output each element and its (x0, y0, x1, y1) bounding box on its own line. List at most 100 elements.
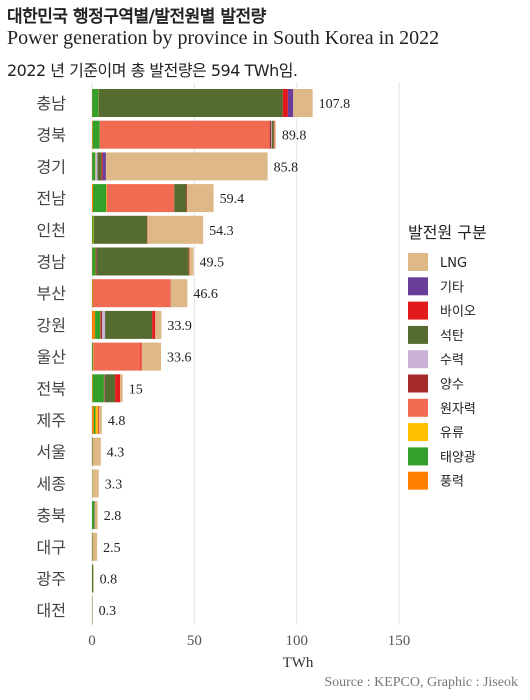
bar-segment (103, 374, 105, 403)
bar-segment (92, 120, 93, 149)
legend-swatch (408, 471, 428, 490)
category-label: 대구 (37, 538, 66, 557)
bar-segment (97, 406, 99, 434)
legend-label: 양수 (440, 378, 464, 393)
bar-segment (92, 215, 94, 244)
bar-segment (93, 342, 141, 371)
bar-segment (269, 120, 272, 149)
legend-swatch (408, 253, 428, 271)
value-label: 0.3 (99, 604, 117, 619)
chart-subtitle: Power generation by province in South Ko… (7, 27, 440, 49)
bar-segment (115, 374, 121, 403)
category-label: 부산 (37, 284, 67, 303)
bar-segment (92, 374, 93, 403)
value-label: 54.3 (209, 224, 234, 239)
bar-segment (105, 310, 153, 339)
bar-segment (92, 279, 171, 308)
bars-layer (92, 89, 313, 625)
x-tick-label: 50 (187, 633, 202, 649)
value-label: 4.3 (107, 446, 125, 461)
bar-segment (141, 342, 161, 371)
bar-segment (93, 215, 148, 244)
bar-segment (140, 342, 142, 371)
value-label: 15 (129, 382, 143, 397)
value-label: 2.8 (104, 509, 122, 524)
legend-swatch (408, 277, 428, 296)
bar-segment (170, 279, 171, 308)
bar-segment (92, 120, 100, 149)
bar-segment (95, 152, 98, 181)
bar-segment (92, 152, 96, 181)
chart-caption: 2022 년 기준이며 총 발전량은 594 TWh임. (7, 61, 298, 80)
x-axis-ticks: 0 50 100 150 (88, 633, 410, 649)
bar-segment (92, 310, 96, 339)
bar-segment (106, 184, 175, 213)
legend-title: 발전원 구분 (408, 223, 487, 242)
bar-segment (104, 374, 116, 403)
category-label: 경남 (37, 253, 67, 272)
bar-segment (92, 501, 95, 530)
bar-segment (92, 374, 104, 403)
legend-label: 석탄 (440, 329, 464, 344)
legend-label: 원자력 (440, 402, 476, 417)
category-label: 광주 (37, 570, 66, 589)
bar-segment (100, 310, 103, 339)
category-label: 전남 (37, 189, 67, 208)
bar-segment (101, 152, 103, 181)
bar-segment (95, 406, 98, 434)
chart-title: 대한민국 행정구역별/발전원별 발전량 (7, 7, 266, 27)
legend-swatch (408, 350, 428, 369)
x-tick-label: 100 (285, 633, 308, 649)
bar-segment (152, 310, 156, 339)
x-tick-label: 150 (388, 633, 411, 649)
category-label: 전북 (37, 379, 66, 398)
bar-segment (94, 501, 96, 530)
bar-segment (147, 215, 204, 244)
bar-segment (282, 89, 288, 117)
legend-label: 풍력 (440, 475, 464, 490)
bar-segment (187, 184, 214, 213)
bar-segment (93, 406, 96, 434)
value-label: 2.5 (103, 541, 121, 556)
bar-segment (92, 437, 93, 466)
bar-segment (189, 247, 194, 276)
bar-segment (92, 406, 94, 434)
legend-label: LNG (440, 256, 467, 271)
bar-segment (93, 215, 95, 244)
bar-segment (92, 279, 93, 308)
bar-segment (92, 469, 99, 498)
bar-segment (105, 152, 268, 181)
bar-segment (170, 279, 188, 308)
legend-swatch (408, 301, 428, 320)
bar-segment (95, 310, 101, 339)
bar-segment (93, 184, 107, 213)
value-label: 33.6 (167, 351, 192, 366)
category-label: 경북 (37, 126, 66, 145)
bar-segment (106, 184, 107, 213)
bar-segment (95, 501, 98, 530)
bar-segment (174, 184, 187, 213)
x-tick-label: 0 (88, 633, 96, 649)
value-label: 59.4 (220, 192, 245, 207)
bar-segment (99, 120, 270, 149)
bar-segment (186, 184, 188, 213)
category-label: 세종 (37, 474, 66, 493)
bar-segment (274, 120, 276, 149)
bar-segment (271, 120, 274, 149)
bar-segment (273, 120, 275, 149)
value-label: 0.8 (100, 573, 118, 588)
category-label: 충남 (37, 94, 67, 113)
category-label: 대전 (37, 601, 66, 620)
bar-segment (92, 184, 94, 213)
value-label: 49.5 (200, 256, 225, 271)
bar-segment (92, 342, 94, 371)
legend-label: 태양광 (440, 450, 476, 465)
value-label: 85.8 (274, 160, 299, 175)
legend-swatch (408, 325, 428, 344)
legend-label: 기타 (440, 280, 464, 295)
value-label: 4.8 (108, 414, 126, 429)
bar-segment (96, 247, 189, 276)
bar-segment (293, 89, 313, 117)
